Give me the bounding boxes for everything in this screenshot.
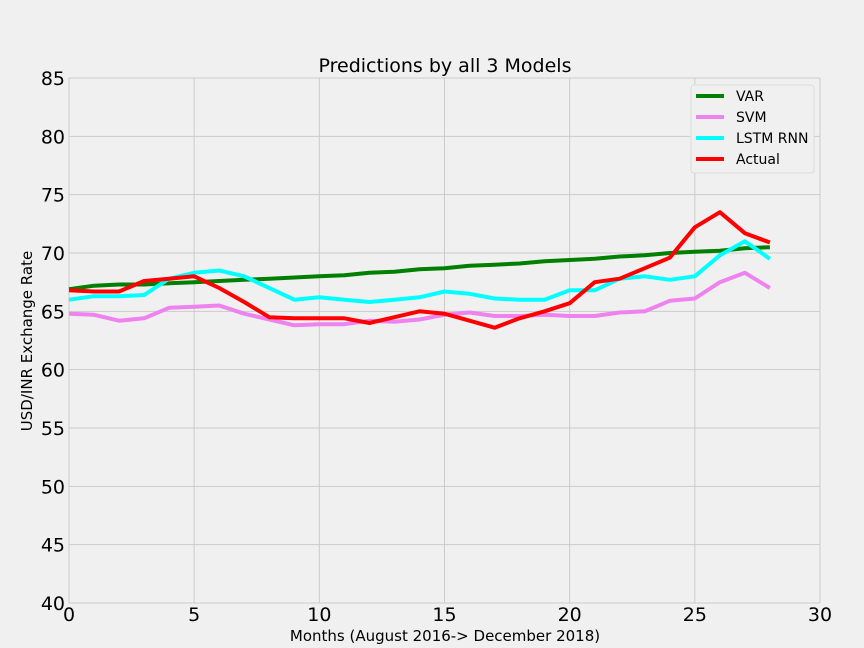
y-tick-label: 60 <box>41 360 65 382</box>
x-tick-label: 10 <box>307 604 331 626</box>
series-line-var <box>68 245 770 292</box>
x-tick-label: 15 <box>432 604 456 626</box>
legend-label-svm: SVM <box>736 110 767 126</box>
y-tick-label: 50 <box>41 476 65 498</box>
legend-label-actual: Actual <box>736 152 780 168</box>
y-tick-label: 70 <box>41 243 65 265</box>
y-tick-label: 55 <box>41 418 65 440</box>
x-tick-label: 20 <box>558 604 582 626</box>
y-axis-ticks: 40 45 50 55 60 65 70 75 80 85 <box>41 68 65 615</box>
x-tick-label: 25 <box>683 604 707 626</box>
y-tick-label: 65 <box>41 301 65 323</box>
series-line-svm <box>68 270 771 328</box>
series-layer <box>68 210 772 330</box>
legend-box <box>690 84 815 174</box>
series-line-lstm-rnn <box>68 239 772 304</box>
x-axis-label: Months (August 2016-> December 2018) <box>290 627 600 645</box>
y-tick-label: 40 <box>41 593 65 615</box>
y-axis-label: USD/INR Exchange Rate <box>18 251 36 431</box>
x-tick-label: 0 <box>63 604 75 626</box>
y-tick-label: 80 <box>41 126 65 148</box>
series-line-actual <box>68 210 771 330</box>
legend: VAR SVM LSTM RNN Actual <box>690 84 815 174</box>
legend-label-var: VAR <box>736 89 764 105</box>
y-tick-label: 85 <box>41 68 65 90</box>
x-axis-ticks: 0 5 10 15 20 25 30 <box>63 604 832 626</box>
y-tick-label: 45 <box>41 535 65 557</box>
x-tick-label: 30 <box>808 604 832 626</box>
legend-label-lstm-rnn: LSTM RNN <box>736 131 808 147</box>
y-tick-label: 75 <box>41 185 65 207</box>
chart-title: Predictions by all 3 Models <box>319 55 572 77</box>
x-tick-label: 5 <box>188 604 200 626</box>
